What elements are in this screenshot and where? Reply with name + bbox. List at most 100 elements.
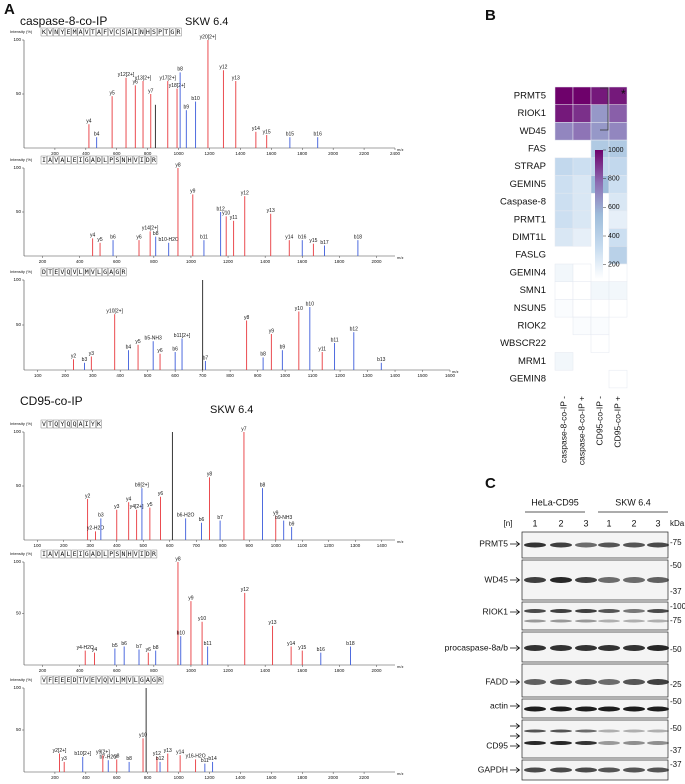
residue-box <box>108 27 115 37</box>
residue-box <box>108 155 115 165</box>
peptide-sequence: VTQYQQAIYK <box>42 420 103 428</box>
peak-label: b10[2+] <box>74 751 91 757</box>
heatmap-cell <box>590 281 610 300</box>
residue-box <box>53 675 59 685</box>
residue-box <box>151 549 158 559</box>
residue-box <box>120 549 127 559</box>
kda-marker: -100 <box>670 602 685 611</box>
heatmap-cell <box>554 192 574 212</box>
peak-label: y8 <box>207 472 213 478</box>
peak-label: b16 <box>314 132 323 138</box>
residue-box <box>102 155 109 165</box>
peak-label: y9 <box>273 511 279 517</box>
residue-box <box>40 267 47 277</box>
peak-label: b8 <box>177 67 183 73</box>
x-tick-label: 200 <box>39 259 47 264</box>
y-axis-label: Intensity (%) <box>10 551 33 556</box>
x-axis-unit: m/z <box>397 147 403 152</box>
heatmap-cell <box>554 263 574 282</box>
peak-label: y13 <box>269 620 277 626</box>
residue-box <box>83 267 90 277</box>
row-label: DIMT1L <box>512 232 546 243</box>
peak-label: y13 <box>164 748 172 754</box>
peak-label: y2 <box>85 493 91 499</box>
colorbar-tick-label: 400 <box>608 233 620 240</box>
peak-label: y13 <box>267 208 275 214</box>
heatmap-cell <box>572 228 592 247</box>
residue-box <box>102 675 109 685</box>
band <box>575 679 597 685</box>
peak-label: y10 <box>222 211 230 217</box>
y-tick-label: 100 <box>13 277 21 282</box>
peak-label: y5 <box>135 339 141 345</box>
heatmap-cell <box>572 192 592 212</box>
band <box>524 619 546 623</box>
peak-label: b17 <box>320 240 329 246</box>
peak-label: b7 <box>203 355 209 361</box>
x-tick-label: 200 <box>39 668 47 673</box>
peak-label: y6 <box>146 647 152 653</box>
residue-box <box>126 675 133 685</box>
peak-label: b8 <box>153 645 159 651</box>
bracket <box>600 87 609 131</box>
panel-label: C <box>485 475 496 492</box>
band <box>623 619 645 623</box>
peak-label: y6 <box>158 491 164 497</box>
x-tick-label: 1200 <box>335 373 346 378</box>
lane-label: 2 <box>558 518 563 528</box>
x-tick-label: 1100 <box>297 543 307 548</box>
band <box>623 645 645 651</box>
y-axis-label: Intensity (%) <box>10 269 33 274</box>
heatmap-cell <box>608 122 628 141</box>
y-tick-label: 100 <box>13 559 21 564</box>
x-tick-label: 1200 <box>204 775 215 780</box>
peak-label: y4 <box>90 233 96 239</box>
band <box>623 577 645 583</box>
x-tick-label: 200 <box>51 151 59 156</box>
kda-marker: -50 <box>670 645 682 654</box>
x-tick-label: 1400 <box>390 373 401 378</box>
peak-label: y9 <box>269 328 275 334</box>
residue-box <box>132 155 139 165</box>
peak-label: y5 <box>109 90 115 96</box>
residue-box <box>96 549 102 559</box>
row-label: STRAP <box>514 161 546 172</box>
residue-box <box>89 155 96 165</box>
residue-box <box>65 155 72 165</box>
band <box>598 542 620 548</box>
residue-box <box>77 675 84 685</box>
x-tick-label: 1400 <box>235 151 246 156</box>
heatmap-cell <box>554 228 574 247</box>
peak-label: b8 <box>260 352 266 358</box>
residue-box <box>157 27 164 37</box>
peak-label: y7 <box>148 88 154 94</box>
group-title: CD95-co-IP <box>20 394 83 408</box>
x-tick-label: 1500 <box>418 373 429 378</box>
residue-box <box>71 155 78 165</box>
peak-label: b11 <box>200 234 208 240</box>
heatmap-cell <box>554 175 574 194</box>
group-label: HeLa-CD95 <box>531 497 579 507</box>
residue-box <box>89 549 96 559</box>
x-tick-label: 200 <box>61 373 69 378</box>
x-tick-label: 800 <box>144 151 152 156</box>
kda-marker: -25 <box>670 680 682 689</box>
residue-box <box>102 27 109 37</box>
arrow <box>510 541 521 547</box>
band <box>550 767 572 773</box>
peak-label: b4 <box>126 345 132 351</box>
residue-box <box>126 549 133 559</box>
peak-label: y16-H2O <box>186 754 206 760</box>
heatmap-cell <box>572 263 592 282</box>
peak-label: y8 <box>114 754 120 760</box>
residue-box <box>108 267 115 277</box>
band <box>647 577 669 583</box>
protein-label: procaspase-8a/b <box>445 642 509 652</box>
blot-frame <box>521 719 669 759</box>
band <box>524 729 546 733</box>
residue-box <box>132 549 139 559</box>
residue-box <box>46 675 53 685</box>
heatmap-cell <box>572 175 592 194</box>
x-tick-label: 2000 <box>328 775 339 780</box>
y-tick-label: 50 <box>16 611 22 616</box>
